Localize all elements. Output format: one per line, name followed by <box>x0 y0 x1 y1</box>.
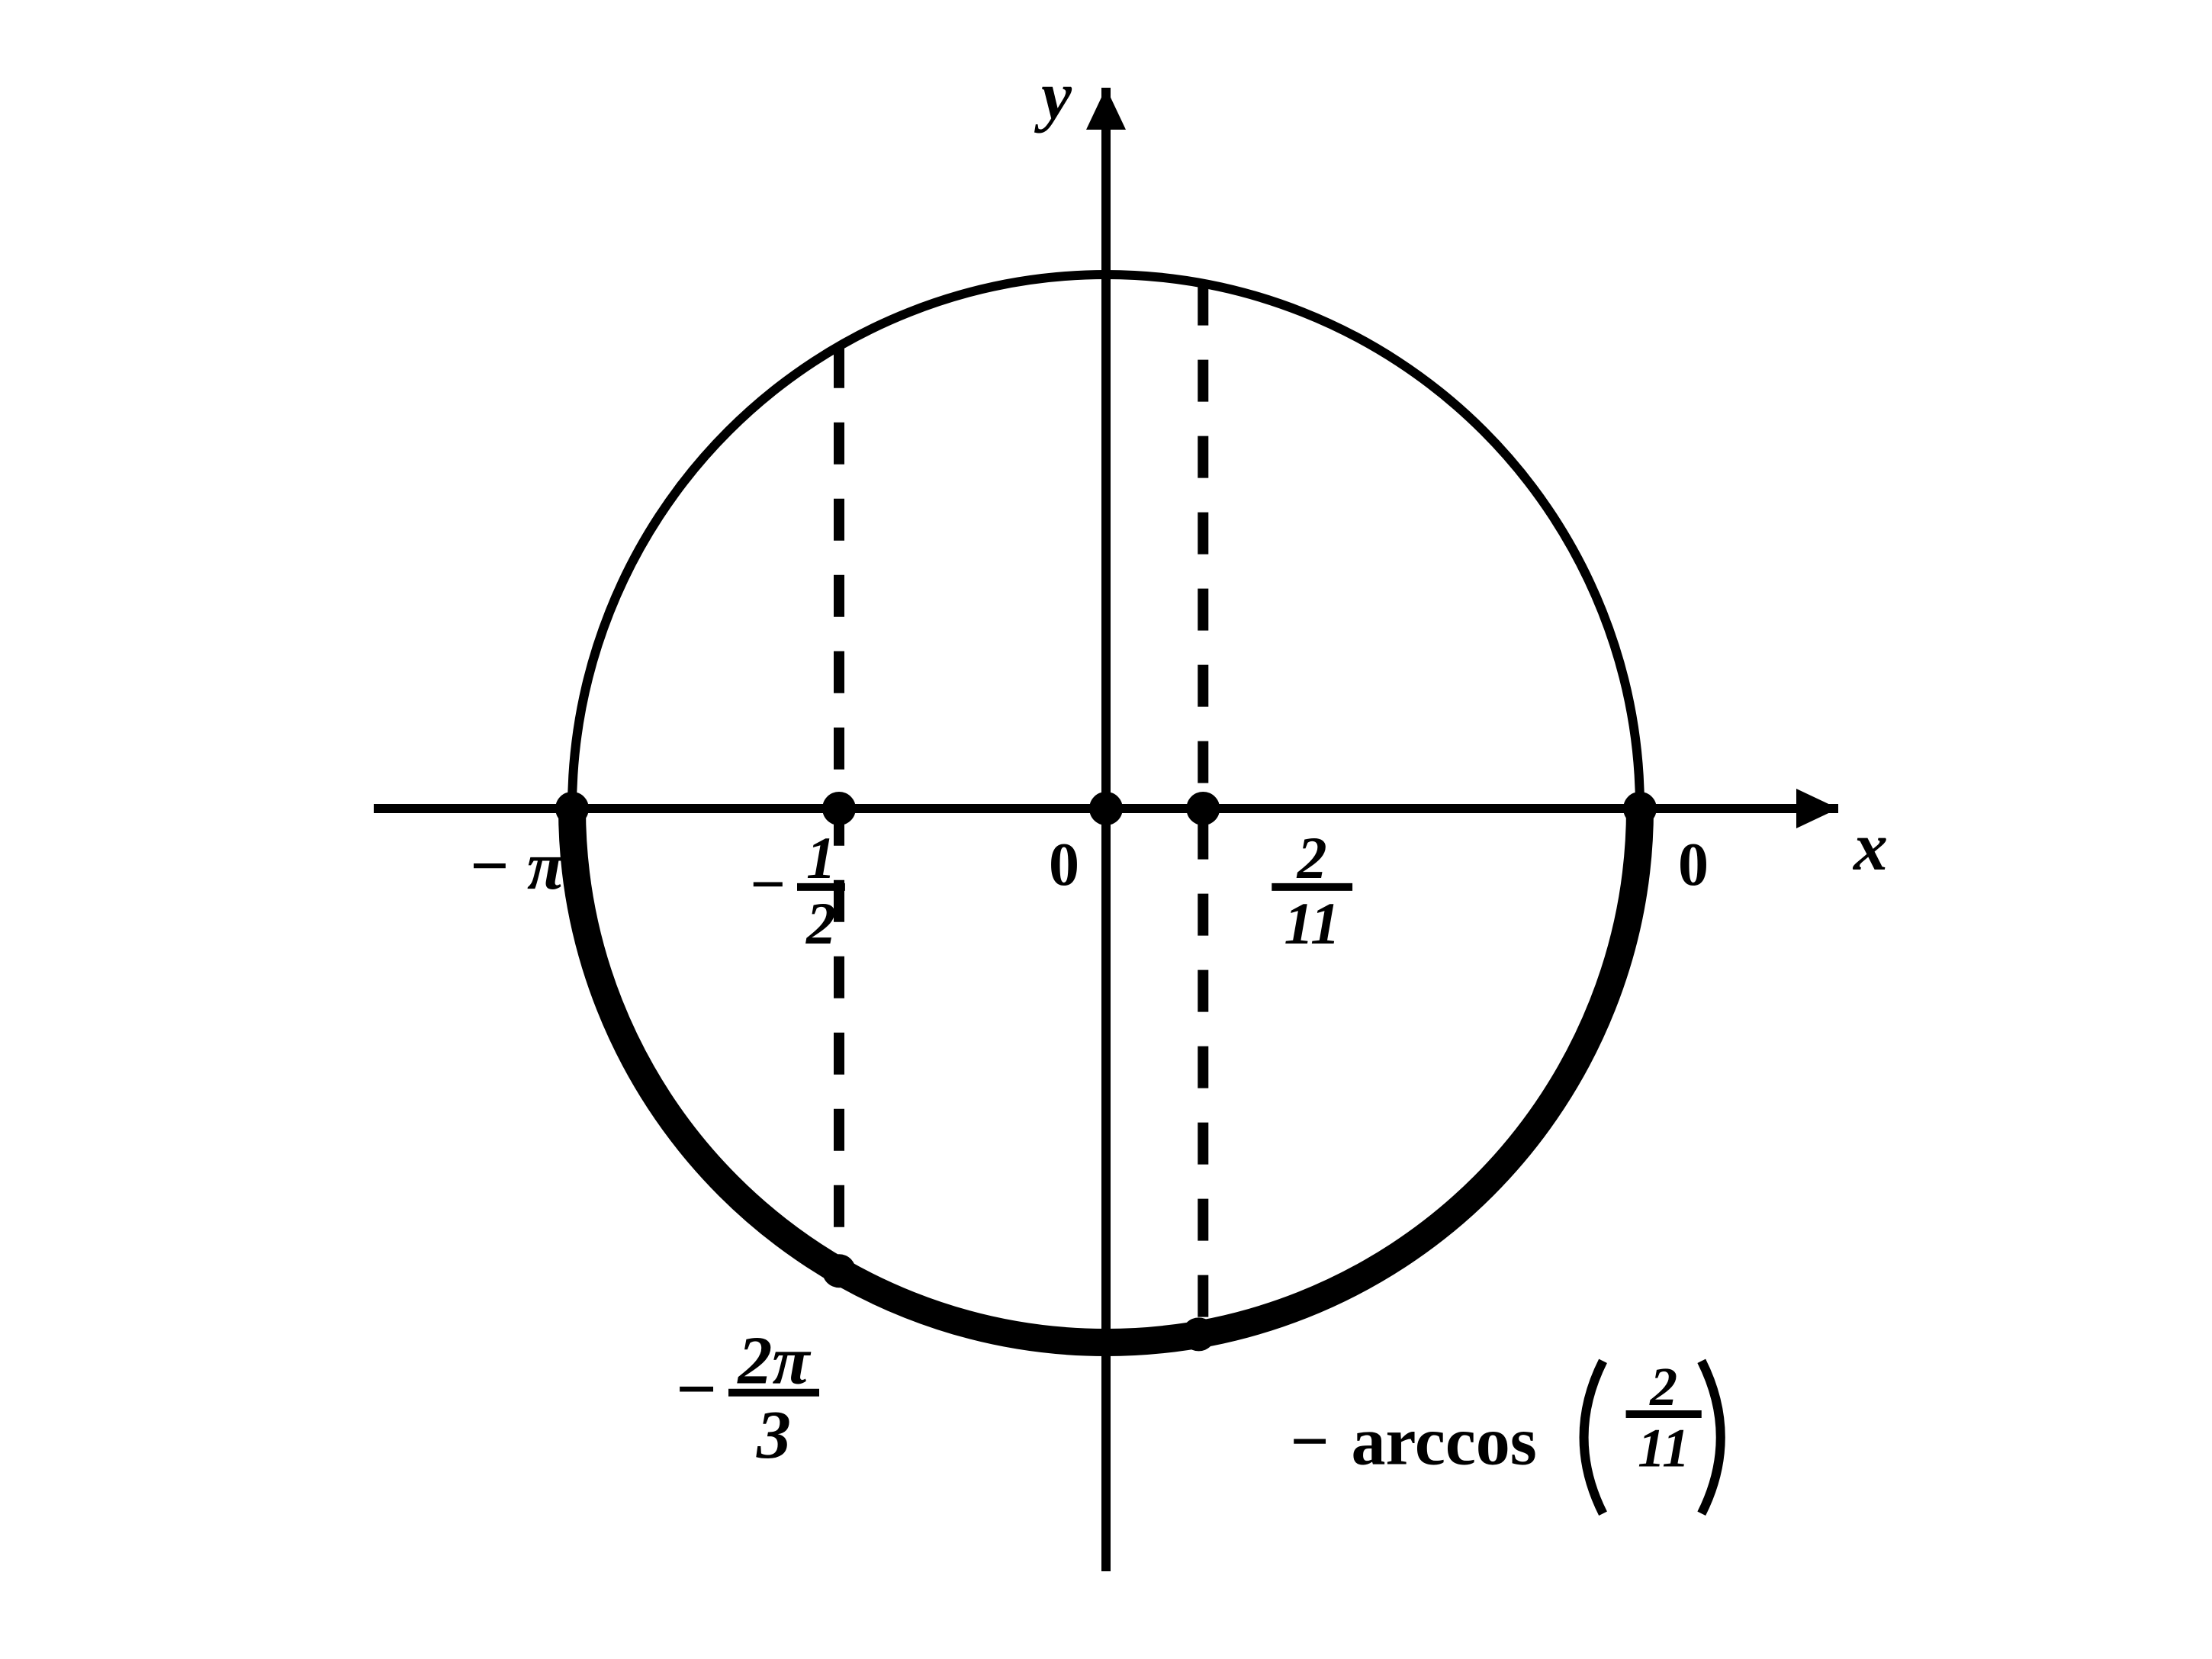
label-minus-half-den: 2 <box>805 890 836 956</box>
point-zero-right <box>1623 792 1657 825</box>
point-minus-half-axis <box>822 792 856 825</box>
label-minus-half-num: 1 <box>806 825 836 891</box>
label-right-zero: 0 <box>1678 831 1709 899</box>
label-arccos-neg: − <box>1291 1403 1329 1479</box>
label-two-elevenths-den: 11 <box>1284 890 1340 956</box>
label-minus-2pi-3-den: 3 <box>756 1397 791 1473</box>
label-minus-pi: − π <box>468 828 567 904</box>
point-minus-pi <box>555 792 589 825</box>
label-origin: 0 <box>1049 831 1079 899</box>
point-origin <box>1089 792 1123 825</box>
label-minus-2pi-3-num: 2π <box>736 1323 812 1399</box>
point-minus-arccos <box>1182 1317 1216 1351</box>
label-two-elevenths-num: 2 <box>1297 825 1327 891</box>
label-arccos-frac-num: 2 <box>1649 1356 1677 1417</box>
label-arccos-frac-den: 11 <box>1638 1417 1690 1478</box>
label-minus-half-neg: − <box>750 849 786 918</box>
label-arccos-fn: arccos <box>1352 1403 1537 1479</box>
label-x-axis: x <box>1852 809 1888 885</box>
label-minus-2pi-3-neg: − <box>676 1350 717 1429</box>
point-minus-2pi-3 <box>822 1254 856 1288</box>
point-two-elevenths-axis <box>1186 792 1220 825</box>
